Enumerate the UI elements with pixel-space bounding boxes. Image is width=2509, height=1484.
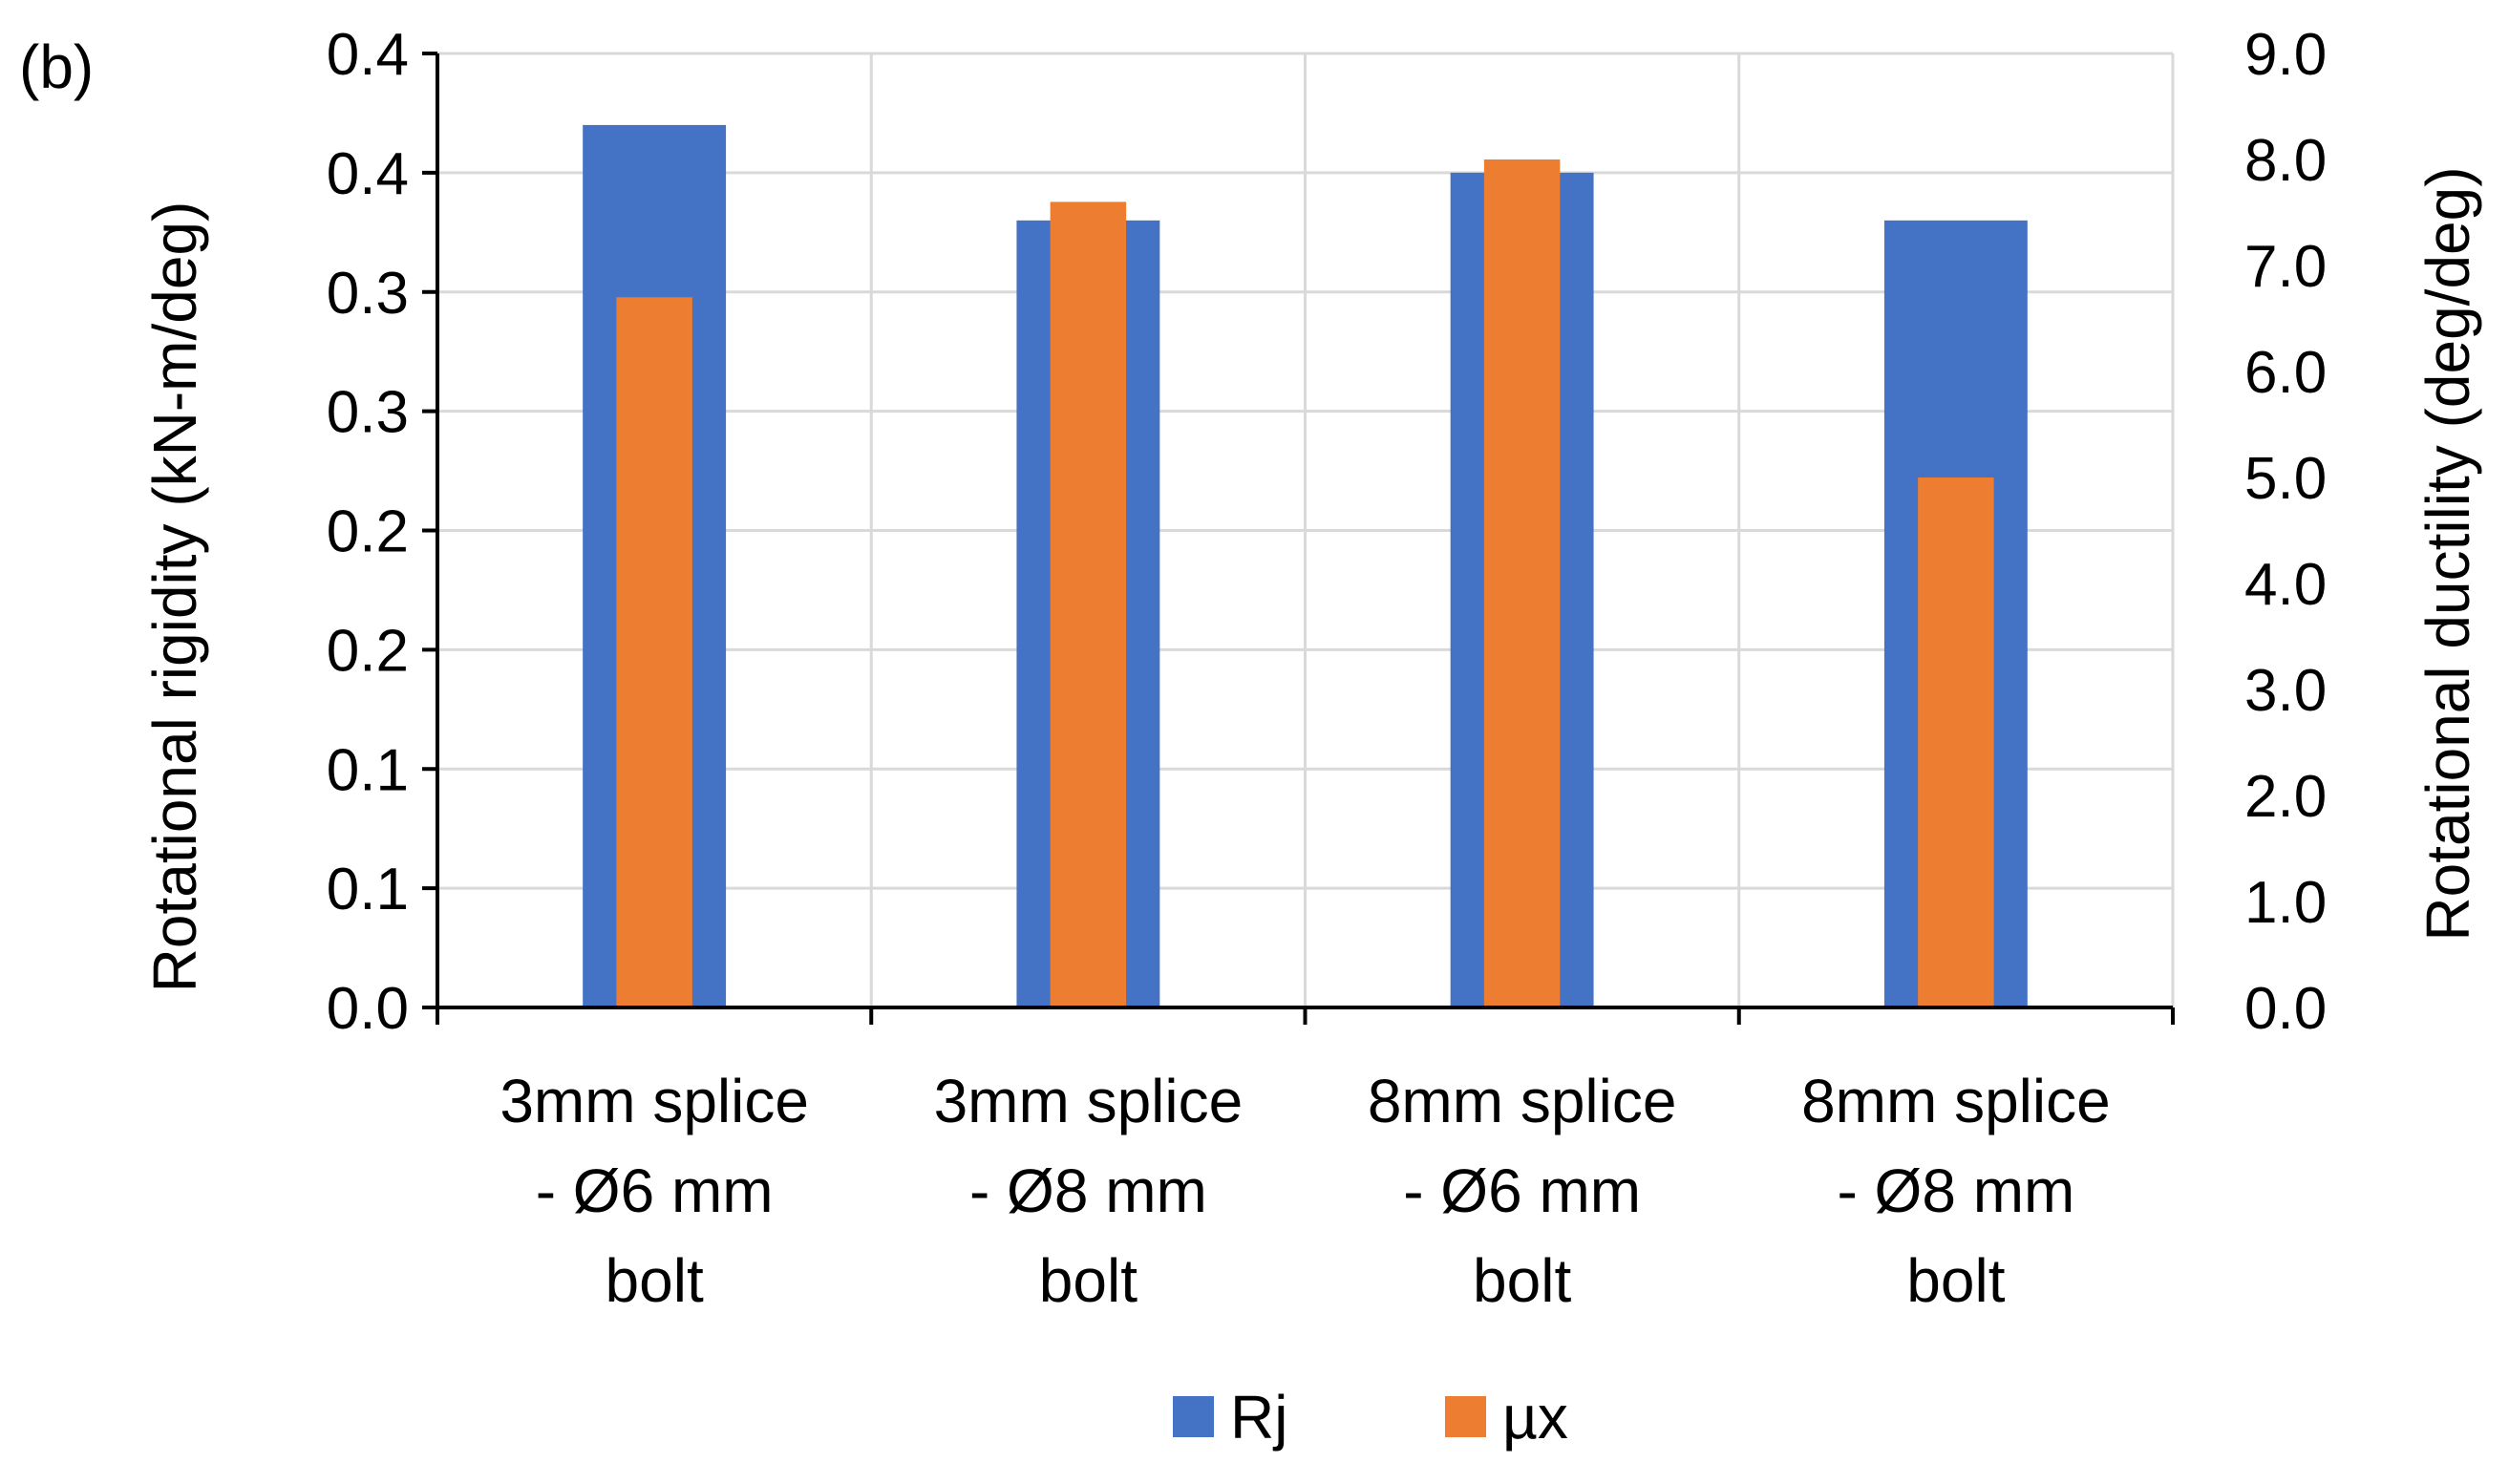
category-label: - Ø6 mm: [1403, 1156, 1641, 1225]
category-labels: 3mm splice - Ø6 mm bolt 3mm splice - Ø8 mm bo…: [500, 1067, 2110, 1315]
right-axis-title: Rotational ductility (deg/deg): [2413, 166, 2482, 941]
left-tick-label: 0.1: [327, 737, 409, 803]
left-tick-label: 0.3: [327, 261, 409, 327]
category-label: 8mm splice: [1801, 1067, 2111, 1135]
category-label: - Ø8 mm: [1837, 1156, 2074, 1225]
legend-swatch: [1173, 1396, 1214, 1437]
category-label: bolt: [1473, 1246, 1571, 1315]
legend: Rj µx: [1173, 1383, 1568, 1452]
ux-bar: [1918, 477, 1994, 1007]
right-tick-label: 4.0: [2244, 552, 2327, 618]
category-label: - Ø8 mm: [969, 1156, 1207, 1225]
category-label: 8mm splice: [1368, 1067, 1677, 1135]
left-axis-tick-labels: 0.0 0.1 0.1 0.2 0.2 0.3 0.3 0.4 0.4: [327, 22, 409, 1042]
left-axis-title: Rotational rigidity (kN-m/deg): [140, 201, 209, 993]
ux-bars: [616, 159, 1994, 1007]
left-tick-label: 0.2: [327, 499, 409, 565]
right-tick-label: 2.0: [2244, 764, 2327, 830]
legend-swatch: [1445, 1396, 1486, 1437]
category-label: 3mm splice: [500, 1067, 809, 1135]
right-tick-label: 0.0: [2244, 976, 2327, 1042]
category-label: bolt: [606, 1246, 704, 1315]
legend-label: µx: [1502, 1383, 1568, 1452]
right-tick-label: 1.0: [2244, 870, 2327, 936]
gridlines: [437, 52, 2175, 1007]
axes: [422, 52, 2175, 1025]
right-axis-tick-labels: 0.0 1.0 2.0 3.0 4.0 5.0 6.0 7.0 8.0 9.0: [2244, 22, 2327, 1042]
legend-label: Rj: [1230, 1383, 1287, 1452]
left-tick-label: 0.2: [327, 618, 409, 684]
left-tick-label: 0.0: [327, 976, 409, 1042]
category-label: bolt: [1906, 1246, 2005, 1315]
right-tick-label: 7.0: [2244, 234, 2327, 300]
left-tick-label: 0.3: [327, 380, 409, 446]
left-tick-label: 0.1: [327, 857, 409, 922]
category-label: bolt: [1039, 1246, 1138, 1315]
panel-label: (b): [19, 32, 94, 101]
category-label: 3mm splice: [934, 1067, 1244, 1135]
right-tick-label: 8.0: [2244, 128, 2327, 194]
ux-bar: [1483, 159, 1561, 1007]
ux-bar: [1050, 201, 1127, 1007]
left-tick-label: 0.4: [327, 141, 409, 207]
right-tick-label: 9.0: [2244, 22, 2327, 88]
category-label: - Ø6 mm: [536, 1156, 774, 1225]
right-tick-label: 6.0: [2244, 340, 2327, 406]
left-tick-label: 0.4: [327, 22, 409, 88]
right-tick-label: 5.0: [2244, 446, 2327, 512]
right-tick-label: 3.0: [2244, 658, 2327, 724]
ux-bar: [616, 297, 692, 1007]
